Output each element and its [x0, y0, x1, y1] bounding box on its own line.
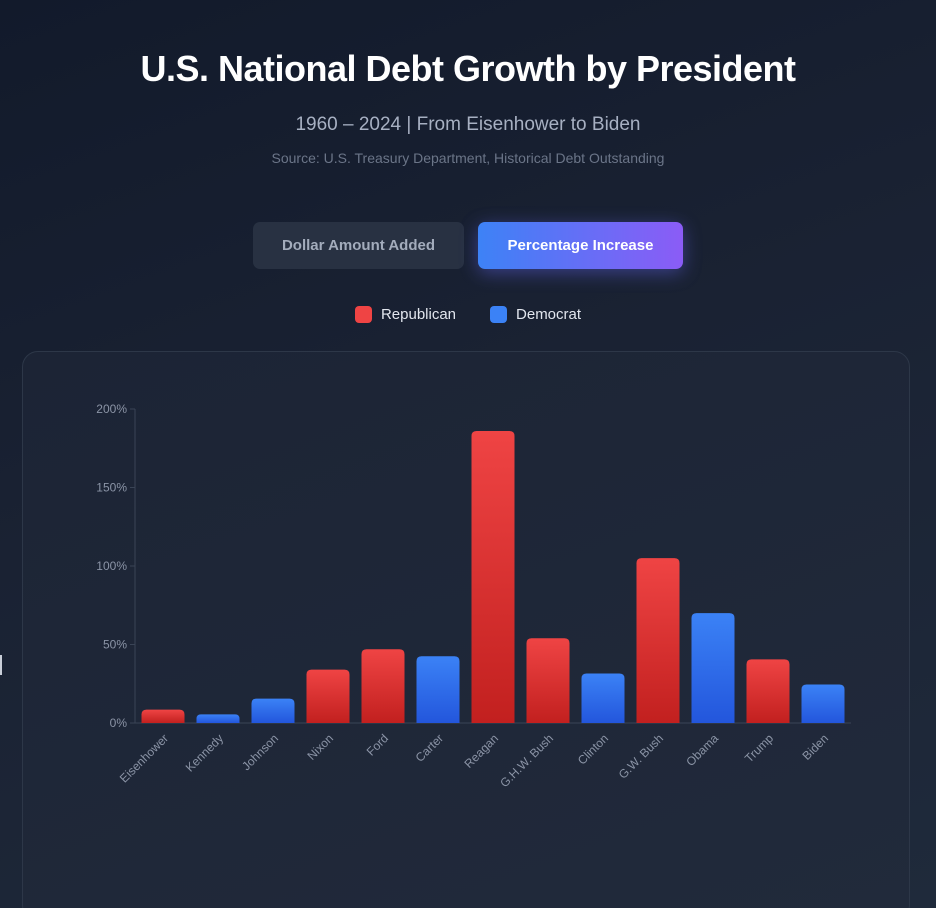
y-tick-label: 50%	[103, 638, 127, 652]
bar-trump[interactable]	[746, 659, 790, 723]
x-tick-label: Reagan	[461, 731, 501, 771]
democrat-swatch-icon	[490, 306, 508, 323]
x-tick-label: Kennedy	[183, 731, 226, 774]
bar-johnson[interactable]	[251, 698, 295, 723]
bar-clinton[interactable]	[581, 673, 625, 723]
bar-ford[interactable]	[361, 649, 405, 723]
x-tick-label: Biden	[800, 731, 832, 763]
x-tick-label: Eisenhower	[117, 731, 171, 785]
y-tick-label: 150%	[96, 481, 127, 495]
x-tick-label: Obama	[683, 731, 721, 769]
bar-biden[interactable]	[801, 684, 845, 723]
bar-reagan[interactable]	[471, 430, 515, 723]
chart-legend: Republican Democrat	[0, 306, 936, 323]
bar-nixon[interactable]	[306, 669, 350, 723]
chart-card: 0% 50% 100% 150% 200% Eisenhower Kennedy Johnso…	[22, 351, 910, 908]
x-tick-label: Trump	[742, 731, 776, 765]
legend-item-democrat[interactable]: Democrat	[490, 306, 581, 323]
x-tick-label: Johnson	[239, 731, 281, 773]
y-tick-label: 0%	[110, 716, 128, 730]
x-tick-label: G.H.W. Bush	[497, 731, 556, 790]
edge-scroll-indicator	[0, 655, 2, 675]
dollar-amount-button[interactable]: Dollar Amount Added	[253, 222, 464, 269]
page-title: U.S. National Debt Growth by President	[140, 48, 796, 89]
x-tick-label: Carter	[413, 731, 446, 764]
bar-kennedy[interactable]	[196, 714, 240, 723]
bar-g-w-bush[interactable]	[636, 558, 680, 723]
legend-label-democrat: Democrat	[516, 306, 582, 323]
bar-chart: 0% 50% 100% 150% 200% Eisenhower Kennedy Johnso…	[96, 402, 851, 790]
republican-swatch-icon	[354, 306, 372, 323]
bar-obama[interactable]	[691, 613, 735, 723]
x-tick-label: Ford	[364, 731, 391, 758]
page-subtitle: 1960 – 2024 | From Eisenhower to Biden	[295, 114, 641, 135]
legend-label-republican: Republican	[380, 306, 457, 323]
x-tick-label: Nixon	[305, 731, 337, 763]
y-tick-label: 100%	[96, 559, 127, 573]
x-tick-label: Clinton	[575, 731, 611, 767]
x-tick-label: G.W. Bush	[616, 731, 666, 781]
source-note: Source: U.S. Treasury Department, Histor…	[271, 150, 665, 166]
bar-carter[interactable]	[416, 656, 460, 723]
bar-eisenhower[interactable]	[141, 709, 185, 723]
view-toggle-group: Dollar Amount Added Percentage Increase	[0, 222, 936, 269]
percentage-increase-button[interactable]: Percentage Increase	[478, 222, 683, 269]
bar-g-h-w-bush[interactable]	[526, 638, 570, 723]
y-tick-label: 200%	[96, 402, 127, 416]
legend-item-republican[interactable]: Republican	[354, 306, 457, 323]
